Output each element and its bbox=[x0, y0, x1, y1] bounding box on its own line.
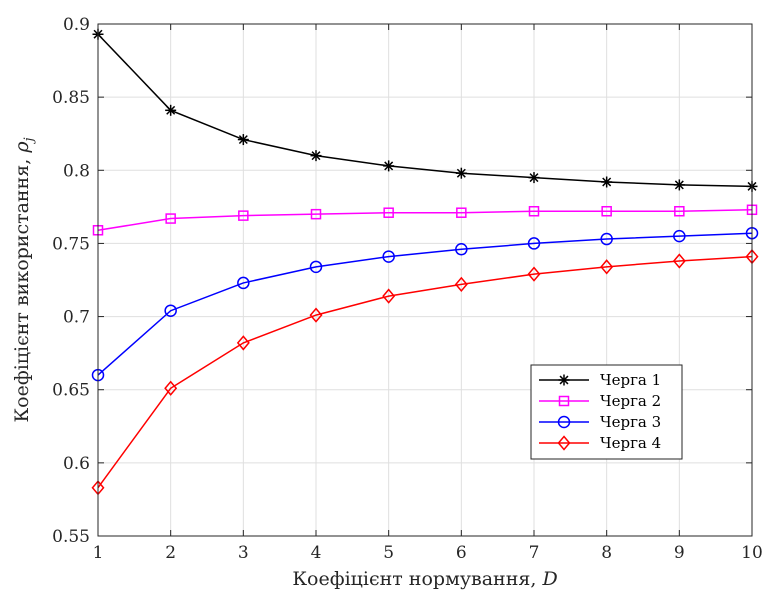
x-tick-label: 7 bbox=[529, 543, 540, 563]
circle-marker bbox=[673, 229, 686, 243]
marker-stroke bbox=[311, 151, 321, 161]
diamond-marker bbox=[309, 307, 323, 323]
y-tick-label: 0.9 bbox=[63, 15, 90, 35]
circle-marker bbox=[237, 276, 250, 290]
x-axis-title: Коефіцієнт нормування, D bbox=[292, 568, 557, 590]
marker-stroke bbox=[559, 375, 569, 385]
marker-stroke bbox=[674, 180, 684, 190]
y-tick-label: 0.8 bbox=[63, 161, 90, 181]
diamond-marker bbox=[236, 335, 250, 351]
x-tick-label: 8 bbox=[601, 543, 612, 563]
legend-label: Черга 3 bbox=[600, 413, 661, 431]
legend-label: Черга 4 bbox=[600, 434, 661, 452]
square-marker bbox=[165, 213, 176, 224]
x-tick-label: 3 bbox=[238, 543, 249, 563]
diamond-marker bbox=[672, 253, 686, 269]
y-tick-label: 0.65 bbox=[52, 381, 90, 401]
square-marker bbox=[238, 210, 249, 221]
x-tick-label: 6 bbox=[456, 543, 467, 563]
marker-stroke bbox=[456, 168, 466, 178]
asterisk-marker bbox=[455, 167, 467, 179]
square-marker bbox=[456, 207, 467, 218]
circle-marker bbox=[455, 243, 468, 256]
series-group bbox=[91, 28, 759, 496]
legend: Черга 1 Черга 2 Черга 3 Черга 4 bbox=[530, 364, 683, 460]
asterisk-marker bbox=[528, 172, 540, 184]
circle-marker bbox=[600, 232, 613, 246]
diamond-marker bbox=[454, 276, 468, 293]
y-axis-title: Коефіцієнт використання, ρj bbox=[11, 137, 37, 422]
circle-marker bbox=[382, 250, 395, 263]
y-tick-label: 0.6 bbox=[63, 454, 90, 474]
legend-label: Черга 1 bbox=[600, 371, 661, 389]
plot-frame bbox=[97, 23, 753, 537]
marker-stroke bbox=[238, 135, 248, 145]
square-marker bbox=[558, 395, 570, 407]
circle-marker bbox=[527, 237, 541, 250]
y-tick-label: 0.85 bbox=[52, 88, 90, 108]
marker-stroke bbox=[166, 105, 176, 115]
asterisk-marker bbox=[310, 150, 322, 162]
y-tick-label: 0.55 bbox=[52, 527, 90, 547]
circle-marker bbox=[164, 304, 177, 317]
series-line bbox=[97, 209, 753, 232]
series-line bbox=[97, 232, 753, 376]
asterisk-marker bbox=[237, 134, 249, 146]
diamond-marker bbox=[557, 435, 571, 451]
diamond-marker bbox=[527, 266, 541, 282]
x-tick-label: 9 bbox=[674, 543, 685, 563]
legend-label: Черга 2 bbox=[600, 392, 661, 410]
marker-stroke bbox=[529, 173, 539, 183]
diamond-marker bbox=[600, 259, 614, 275]
marker-stroke bbox=[384, 161, 394, 171]
series-1 bbox=[92, 28, 758, 192]
diamond-marker bbox=[382, 288, 396, 304]
x-tick-label: 4 bbox=[311, 543, 322, 563]
series-line bbox=[97, 255, 753, 489]
series-4 bbox=[91, 248, 759, 496]
asterisk-marker bbox=[601, 176, 613, 188]
x-tick-label: 1 bbox=[93, 543, 104, 563]
marker-stroke bbox=[602, 177, 612, 187]
asterisk-marker bbox=[558, 374, 570, 386]
asterisk-marker bbox=[165, 104, 177, 116]
diamond-marker bbox=[164, 380, 178, 396]
x-tick-label: 5 bbox=[383, 543, 394, 563]
series-line bbox=[97, 33, 753, 188]
square-marker bbox=[528, 205, 540, 217]
asterisk-marker bbox=[383, 160, 395, 172]
y-tick-label: 0.75 bbox=[52, 234, 90, 254]
y-tick-label: 0.7 bbox=[63, 308, 90, 328]
circle-marker bbox=[557, 415, 571, 429]
x-tick-label: 10 bbox=[741, 543, 762, 563]
x-tick-label: 2 bbox=[165, 543, 176, 563]
square-marker bbox=[383, 207, 394, 218]
circle-marker bbox=[309, 260, 323, 274]
series-2 bbox=[92, 204, 758, 236]
square-marker bbox=[674, 205, 685, 217]
square-marker bbox=[601, 205, 612, 217]
square-marker bbox=[310, 208, 322, 220]
asterisk-marker bbox=[673, 179, 685, 191]
